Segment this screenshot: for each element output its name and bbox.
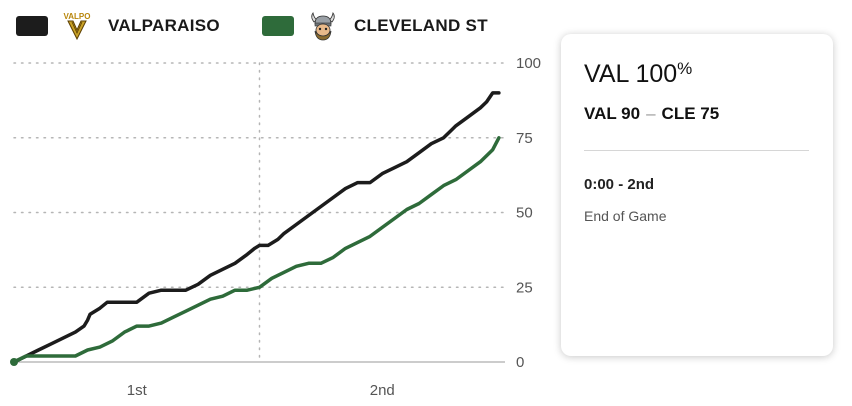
win-probability-value: 100 [635, 60, 678, 88]
win-probability: VAL 100% [584, 59, 693, 89]
series-line-cleveland-st [12, 136, 501, 364]
x-axis-labels: 1st 2nd [127, 382, 395, 399]
legend-item-cleveland-st: CLEVELAND ST [261, 11, 488, 41]
win-probability-unit: % [677, 59, 693, 78]
viking-logo-icon [308, 11, 338, 41]
score-chart: 0 25 50 75 100 1st 2nd [10, 55, 541, 399]
y-tick-label: 0 [516, 354, 524, 371]
game-status: End of Game [584, 208, 667, 224]
y-tick-label: 50 [516, 205, 533, 222]
valpo-logo-icon: VALPO [62, 11, 92, 41]
x-period-label: 1st [127, 382, 148, 399]
start-marker [10, 358, 18, 366]
score-home: VAL 90 [584, 104, 641, 123]
legend-label-cleveland-st: CLEVELAND ST [353, 16, 488, 35]
logo-text: VALPO [64, 12, 91, 21]
chart-series [10, 91, 501, 366]
y-tick-label: 100 [516, 55, 541, 72]
legend-label-valparaiso: VALPARAISO [108, 16, 220, 35]
card-divider [584, 150, 809, 151]
y-tick-label: 75 [516, 130, 533, 147]
score-away: CLE 75 [661, 104, 720, 123]
x-period-label: 2nd [370, 382, 395, 399]
chart-grid [13, 62, 506, 363]
legend-swatch-cleveland-st [261, 16, 294, 36]
y-axis-labels: 0 25 50 75 100 [516, 55, 541, 371]
y-tick-label: 25 [516, 279, 533, 296]
series-line-valparaiso [12, 91, 501, 364]
legend-swatch-valparaiso [16, 16, 48, 36]
final-score: VAL 90– CLE 75 [584, 104, 719, 124]
legend: VALPO VALPARAISO CLEVELAND ST [16, 8, 530, 44]
game-summary-card: VAL 100% VAL 90– CLE 75 0:00 - 2nd End of… [561, 34, 833, 356]
score-separator: – [646, 104, 656, 123]
game-clock: 0:00 - 2nd [584, 176, 655, 193]
legend-item-valparaiso: VALPO VALPARAISO [16, 11, 220, 41]
win-probability-team: VAL [584, 60, 629, 88]
